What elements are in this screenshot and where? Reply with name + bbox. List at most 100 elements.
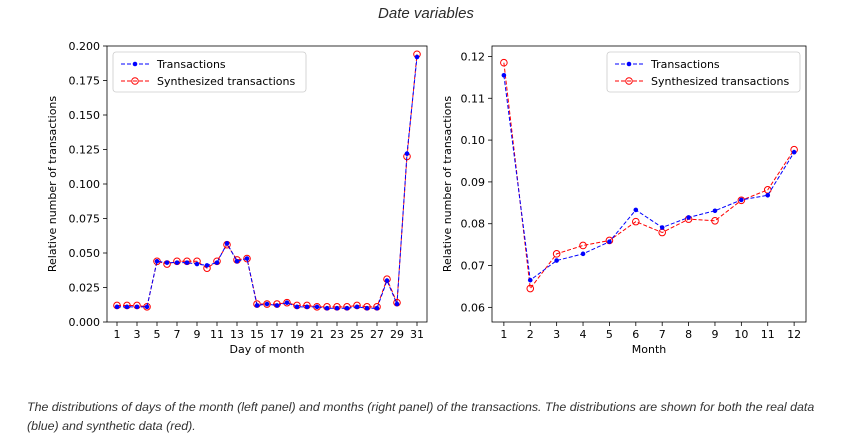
x-tick-label: 11 (210, 328, 224, 341)
x-tick-label: 3 (553, 328, 560, 341)
x-tick-label: 23 (330, 328, 344, 341)
data-point-real (686, 215, 691, 220)
data-point-real (134, 304, 140, 310)
figure-caption: The distributions of days of the month (… (27, 400, 815, 433)
data-point-synthetic (526, 284, 535, 293)
legend: Transactions Synthesized transactions (606, 51, 801, 93)
data-point-synthetic (243, 254, 251, 263)
data-point-real (580, 251, 586, 257)
x-tick-label: 1 (114, 328, 121, 341)
x-tick-label: 8 (685, 328, 692, 341)
data-point-real (114, 304, 120, 310)
data-point-real (791, 149, 797, 155)
data-point-real (204, 263, 210, 268)
y-tick-label: 0.11 (461, 92, 486, 105)
data-point-real (633, 207, 639, 213)
x-tick-label: 21 (310, 328, 324, 341)
data-point-real (404, 151, 410, 156)
data-point-real (712, 208, 718, 214)
x-tick-label: 19 (290, 328, 304, 341)
data-point-synthetic (632, 217, 640, 226)
y-tick-label: 0.000 (69, 316, 101, 329)
x-tick-label: 25 (350, 328, 364, 341)
data-point-real (244, 256, 250, 261)
data-point-synthetic (552, 250, 561, 258)
data-point-real (394, 301, 400, 307)
x-tick-label: 31 (410, 328, 424, 341)
plot-frame (491, 45, 807, 323)
data-point-real (174, 260, 180, 265)
x-tick-label: 5 (154, 328, 161, 341)
data-point-real (254, 303, 260, 308)
data-point-real (739, 197, 744, 203)
data-point-real (607, 239, 612, 245)
data-point-real (324, 305, 330, 311)
legend-marker-real (626, 61, 632, 67)
legend-label-real: Transactions (650, 58, 720, 71)
x-tick-label: 4 (580, 328, 587, 341)
x-tick-label: 2 (527, 328, 534, 341)
y-tick-label: 0.125 (69, 144, 101, 157)
data-point-real (234, 258, 240, 264)
y-tick-label: 0.06 (461, 301, 486, 314)
y-axis-label: Relative number of transactions (46, 96, 59, 273)
data-point-real (501, 72, 507, 78)
x-tick-label: 7 (659, 328, 666, 341)
data-point-real (554, 258, 559, 263)
data-point-real (304, 304, 310, 310)
x-tick-label: 12 (787, 328, 801, 341)
y-tick-label: 0.075 (69, 213, 101, 226)
series-line-real (503, 75, 795, 282)
data-point-real (527, 277, 533, 283)
data-point-real (659, 225, 665, 230)
legend-label-synthetic: Synthesized transactions (651, 75, 789, 88)
x-tick-label: 9 (194, 328, 201, 341)
data-point-real (154, 258, 160, 264)
y-tick-label: 0.07 (461, 260, 486, 273)
x-tick-label: 11 (761, 328, 775, 341)
legend-marker-real (132, 61, 138, 67)
chart-panel-day: 0.000 0.025 0.050 0.075 0.100 0.125 0.150 0.175… (46, 40, 428, 356)
data-point-real (314, 304, 320, 310)
y-tick-label: 0.09 (461, 176, 486, 189)
data-point-synthetic (579, 241, 587, 250)
legend-box (606, 51, 801, 93)
y-tick-label: 0.12 (461, 50, 486, 63)
data-point-real (354, 304, 360, 310)
x-tick-label: 17 (270, 328, 284, 341)
y-tick-label: 0.08 (461, 218, 486, 231)
data-point-real (294, 304, 300, 310)
data-point-synthetic (711, 217, 719, 225)
data-point-real (184, 260, 190, 265)
y-tick-label: 0.050 (69, 247, 101, 260)
legend-label-synthetic: Synthesized transactions (157, 75, 295, 88)
data-point-real (124, 304, 130, 310)
x-tick-label: 6 (632, 328, 639, 341)
series-line-real (117, 56, 418, 309)
y-tick-label: 0.025 (69, 282, 101, 295)
x-tick-label: 9 (711, 328, 718, 341)
x-tick-label: 1 (500, 328, 507, 341)
data-point-real (194, 261, 200, 267)
data-point-real (164, 260, 170, 265)
data-point-real (144, 304, 150, 310)
y-tick-label: 0.100 (69, 178, 101, 191)
data-point-synthetic (500, 58, 508, 67)
plot-frame (106, 45, 428, 323)
data-point-real (224, 241, 230, 246)
y-tick-label: 0.200 (69, 40, 101, 53)
data-point-synthetic (263, 300, 271, 308)
data-point-real (364, 305, 370, 311)
chart-panel-month: 0.060.070.080.090.100.110.121 2 3 4 5 6 7 8 9 10 1… (441, 45, 807, 356)
x-tick-label: 3 (134, 328, 141, 341)
legend-marker-synthetic (625, 77, 633, 85)
y-axis-label: Relative number of transactions (441, 96, 454, 273)
x-tick-label: 15 (250, 328, 264, 341)
data-point-real (214, 260, 220, 265)
x-axis-label: Day of month (229, 343, 304, 356)
y-tick-label: 0.175 (69, 75, 101, 88)
data-point-real (344, 305, 350, 311)
data-point-synthetic (283, 298, 291, 307)
x-tick-label: 7 (174, 328, 181, 341)
x-tick-label: 13 (230, 328, 244, 341)
